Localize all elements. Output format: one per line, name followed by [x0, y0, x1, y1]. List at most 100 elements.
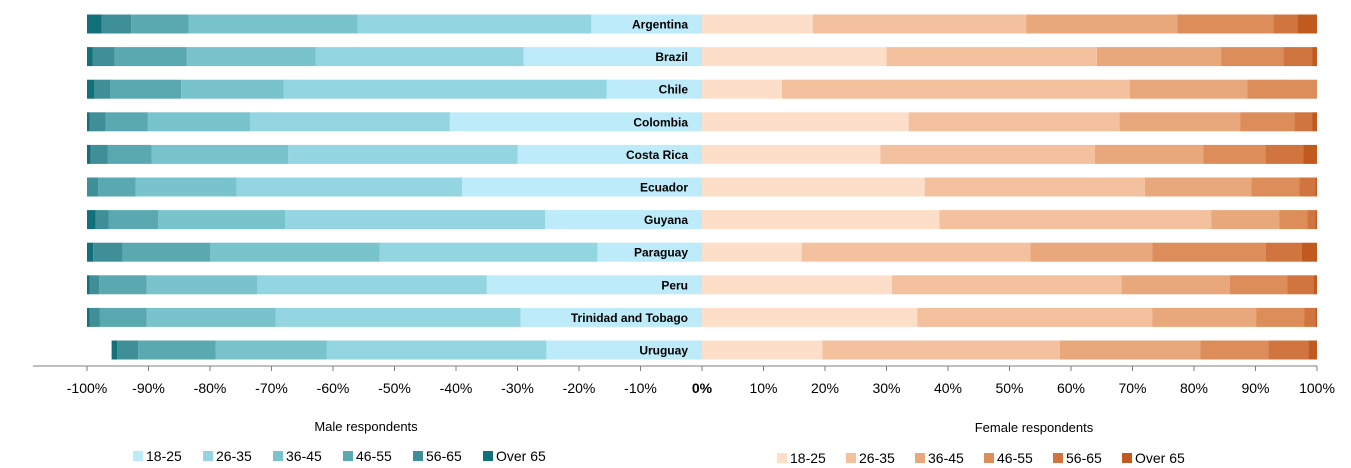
bar-male-colombia-over-65: [87, 112, 90, 132]
bar-male-argentina-18-25: [591, 14, 702, 34]
category-label: Colombia: [633, 115, 688, 129]
bar-male-trinidad-and-tobago-over-65: [87, 307, 90, 327]
bar-male-guyana-46-55: [108, 210, 159, 230]
bar-female-brazil-26-35: [886, 47, 1097, 67]
bar-male-argentina-over-65: [87, 14, 102, 34]
bar-male-chile-46-55: [110, 79, 182, 99]
x-tick-label: 100%: [1299, 380, 1335, 396]
x-tick-label: 70%: [1118, 380, 1146, 396]
bar-male-peru-over-65: [87, 275, 90, 295]
bar-female-ecuador-over-65: [1315, 177, 1317, 197]
bar-male-colombia-18-25: [449, 112, 702, 132]
bar-male-paraguay-26-35: [379, 242, 598, 262]
bar-female-guyana-18-25: [702, 210, 940, 230]
bar-male-ecuador-18-25: [462, 177, 702, 197]
bar-male-guyana-over-65: [87, 210, 96, 230]
legend-swatch: [203, 451, 213, 461]
legend-label: 56-65: [426, 448, 462, 464]
bar-male-argentina-46-55: [131, 14, 189, 34]
bar-male-argentina-56-65: [101, 14, 132, 34]
bar-female-paraguay-26-35: [801, 242, 1031, 262]
x-tick-label: -40%: [440, 380, 473, 396]
bar-female-guyana-46-55: [1279, 210, 1308, 230]
x-tick-label: 80%: [1180, 380, 1208, 396]
bar-female-colombia-56-65: [1294, 112, 1313, 132]
bar-female-brazil-18-25: [702, 47, 887, 67]
bar-male-paraguay-56-65: [93, 242, 123, 262]
bar-female-guyana-over-65: [1315, 210, 1317, 230]
x-tick-label: -20%: [563, 380, 596, 396]
legend-label: 36-45: [286, 448, 322, 464]
bar-male-chile-18-25: [606, 79, 702, 99]
bar-female-argentina-56-65: [1273, 14, 1298, 34]
legend-label: 56-65: [1066, 450, 1102, 466]
bar-female-ecuador-36-45: [1144, 177, 1252, 197]
bar-male-colombia-46-55: [105, 112, 148, 132]
bar-female-peru-56-65: [1287, 275, 1314, 295]
legend-swatch: [1122, 453, 1132, 463]
category-label: Paraguay: [634, 246, 688, 260]
bar-male-colombia-26-35: [249, 112, 450, 132]
bar-male-trinidad-and-tobago-46-55: [99, 307, 147, 327]
bar-female-costa-rica-36-45: [1094, 144, 1204, 164]
category-label: Ecuador: [640, 181, 688, 195]
bar-male-brazil-36-45: [186, 47, 316, 67]
bar-female-paraguay-over-65: [1301, 242, 1318, 262]
bar-male-brazil-18-25: [523, 47, 702, 67]
bar-male-uruguay-18-25: [546, 340, 702, 360]
bar-male-chile-over-65: [87, 79, 95, 99]
x-tick-label: 90%: [1241, 380, 1269, 396]
bar-female-brazil-46-55: [1221, 47, 1284, 67]
category-label: Peru: [661, 278, 688, 292]
bar-female-colombia-26-35: [908, 112, 1120, 132]
bar-female-colombia-over-65: [1312, 112, 1317, 132]
category-label: Guyana: [644, 213, 688, 227]
category-labels: Argentina Brazil Chile Colombia Costa Rica Ec…: [571, 18, 688, 358]
bar-male-argentina-26-35: [357, 14, 592, 34]
bar-female-peru-36-45: [1121, 275, 1230, 295]
category-label: Brazil: [655, 50, 688, 64]
bar-male-peru-18-25: [486, 275, 702, 295]
bar-male-trinidad-and-tobago-36-45: [146, 307, 276, 327]
bar-female-paraguay-46-55: [1152, 242, 1266, 262]
x-tick-label: -100%: [67, 380, 107, 396]
bar-female-ecuador-56-65: [1299, 177, 1316, 197]
bar-female-colombia-46-55: [1240, 112, 1295, 132]
bar-female-chile-18-25: [702, 79, 782, 99]
bar-male-chile-36-45: [181, 79, 284, 99]
bar-male-peru-46-55: [99, 275, 147, 295]
bar-male-argentina-36-45: [188, 14, 358, 34]
legend-swatch: [343, 451, 353, 461]
bar-male-uruguay-36-45: [215, 340, 327, 360]
bar-female-paraguay-36-45: [1030, 242, 1153, 262]
legend-label: 46-55: [356, 448, 392, 464]
female-bars: [702, 14, 1318, 360]
bar-male-costa-rica-26-35: [288, 144, 518, 164]
x-tick-label: -70%: [255, 380, 288, 396]
bar-female-chile-36-45: [1130, 79, 1248, 99]
bar-female-costa-rica-56-65: [1265, 144, 1304, 164]
legend-label: Over 65: [1135, 450, 1185, 466]
bar-male-paraguay-over-65: [87, 242, 94, 262]
legend-label: 18-25: [790, 450, 826, 466]
bar-female-argentina-36-45: [1026, 14, 1178, 34]
bar-female-peru-18-25: [702, 275, 893, 295]
x-tick-labels: -100% -90% -80% -70% -60% -50% -40% -30% -20% -10…: [67, 380, 1335, 396]
bar-male-costa-rica-56-65: [90, 144, 108, 164]
bar-female-trinidad-and-tobago-26-35: [917, 307, 1153, 327]
x-tick-label: -10%: [624, 380, 657, 396]
category-label: Uruguay: [639, 344, 688, 358]
bar-female-uruguay-36-45: [1059, 340, 1201, 360]
bar-female-costa-rica-46-55: [1203, 144, 1266, 164]
bar-female-argentina-26-35: [812, 14, 1027, 34]
legend-label: 26-35: [216, 448, 252, 464]
bar-female-costa-rica-26-35: [880, 144, 1095, 164]
bar-male-trinidad-and-tobago-56-65: [89, 307, 100, 327]
legend-swatch: [133, 451, 143, 461]
legend-swatch: [273, 451, 283, 461]
bar-male-brazil-over-65: [87, 47, 93, 67]
bar-female-brazil-36-45: [1096, 47, 1222, 67]
bar-male-guyana-36-45: [158, 210, 286, 230]
bar-male-ecuador-26-35: [236, 177, 463, 197]
bar-female-guyana-36-45: [1211, 210, 1280, 230]
